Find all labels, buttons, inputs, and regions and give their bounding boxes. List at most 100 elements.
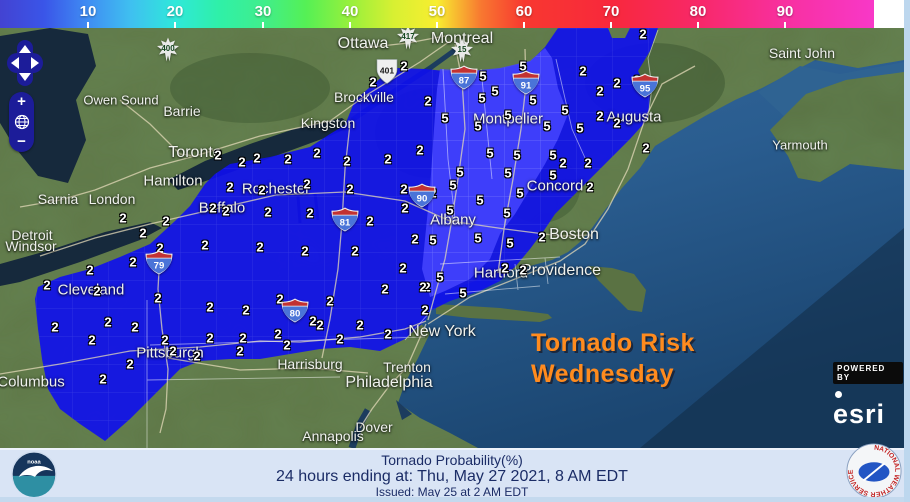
probability-value-label: 2 (222, 203, 230, 219)
footer-issued-time: Issued: May 25 at 2 AM EDT (375, 485, 529, 499)
city-label-albany: Albany (430, 211, 476, 229)
city-label-harrisburg: Harrisburg (277, 356, 343, 372)
city-label-owen-sound: Owen Sound (83, 92, 159, 108)
probability-value-label: 5 (549, 167, 557, 183)
probability-value-label: 5 (506, 235, 514, 251)
city-label-montpelier: Montpelier (472, 110, 544, 128)
highway-shield-401: 401 (375, 59, 399, 90)
colorbar-tick-30: 30 (254, 3, 272, 20)
pan-down-icon (19, 73, 31, 81)
city-label-sarnia: Sarnia (37, 191, 79, 207)
noaa-logo: noaa (11, 451, 57, 502)
colorbar-tickmark (349, 22, 351, 28)
probability-value-label: 2 (206, 330, 214, 346)
probability-value-label: 2 (86, 262, 94, 278)
probability-value-label: 2 (201, 237, 209, 253)
probability-value-label: 2 (313, 145, 321, 161)
pan-control[interactable] (5, 39, 45, 87)
svg-text:400: 400 (161, 44, 175, 53)
city-label-buffalo: Buffalo (198, 199, 246, 217)
probability-value-label: 2 (303, 176, 311, 192)
probability-value-label: 5 (516, 185, 524, 201)
probability-value-label: 2 (501, 260, 509, 276)
colorbar-tick-40: 40 (341, 3, 359, 20)
city-label-saint-john: Saint John (768, 45, 836, 61)
highway-shield-417: 417 (395, 28, 421, 56)
pan-right-icon (31, 57, 39, 69)
esri-attribution: POWERED BY esri (833, 362, 903, 428)
zoom-in-button[interactable]: + (17, 93, 26, 110)
probability-value-label: 2 (43, 277, 51, 293)
highway-shield-90: 90 (407, 183, 438, 214)
probability-value-label: 2 (306, 205, 314, 221)
city-label-kingston: Kingston (300, 115, 356, 131)
city-label-toronto: Toronto (168, 144, 222, 161)
colorbar-tickmark (436, 22, 438, 28)
probability-value-label: 5 (436, 269, 444, 285)
right-window-border (904, 0, 910, 502)
probability-value-label: 2 (642, 140, 650, 156)
probability-value-label: 2 (519, 262, 527, 278)
probability-value-label: 2 (131, 319, 139, 335)
colorbar-tickmark (697, 22, 699, 28)
colorbar-tick-20: 20 (166, 3, 184, 20)
probability-value-label: 5 (513, 147, 521, 163)
probability-value-label: 5 (491, 83, 499, 99)
esri-globe-dot-icon (835, 391, 842, 398)
probability-value-label: 2 (253, 150, 261, 166)
probability-value-label: 2 (538, 229, 546, 245)
highway-shield-95: 95 (630, 73, 661, 104)
colorbar-tick-70: 70 (602, 3, 620, 20)
highway-shield-79: 79 (144, 250, 175, 281)
globe-icon[interactable] (14, 114, 30, 130)
probability-value-label: 2 (162, 213, 170, 229)
probability-value-label: 5 (504, 165, 512, 181)
svg-text:417: 417 (401, 32, 415, 41)
map-labels-layer: OttawaMontrealOwen SoundBarrieTorontoHam… (0, 28, 904, 448)
probability-value-label: 2 (139, 225, 147, 241)
probability-value-label: 2 (119, 210, 127, 226)
probability-value-label: 5 (549, 147, 557, 163)
colorbar-tickmark (523, 22, 525, 28)
risk-title-line2: Wednesday (531, 360, 674, 388)
city-label-barrie: Barrie (163, 103, 201, 119)
city-label-dover: Dover (355, 419, 393, 435)
zoom-out-button[interactable]: − (17, 133, 26, 150)
probability-value-label: 5 (446, 202, 454, 218)
colorbar-tickmark (262, 22, 264, 28)
city-label-philadelphia: Philadelphia (345, 374, 433, 391)
svg-text:87: 87 (459, 75, 470, 86)
map-canvas[interactable]: OttawaMontrealOwen SoundBarrieTorontoHam… (0, 28, 904, 448)
probability-value-label: 2 (161, 332, 169, 348)
probability-value-label: 5 (474, 118, 482, 134)
svg-text:15: 15 (458, 45, 467, 54)
city-label-pittsburgh: Pittsburgh (136, 344, 204, 362)
probability-value-label: 2 (326, 293, 334, 309)
svg-text:81: 81 (340, 217, 351, 228)
city-label-yarmouth: Yarmouth (772, 137, 828, 153)
probability-value-label: 2 (384, 326, 392, 342)
probability-value-label: 2 (258, 182, 266, 198)
probability-value-label: 5 (476, 192, 484, 208)
probability-value-label: 2 (104, 314, 112, 330)
probability-colorbar: 10 20 30 40 50 60 70 80 90 (0, 0, 874, 29)
probability-value-label: 2 (126, 356, 134, 372)
probability-value-label: 2 (214, 147, 222, 163)
city-label-hartford: Hartford (473, 264, 529, 282)
probability-value-label: 2 (424, 93, 432, 109)
city-label-columbus: Columbus (0, 373, 65, 391)
probability-value-label: 2 (274, 326, 282, 342)
probability-value-label: 2 (419, 279, 427, 295)
city-label-rochester: Rochester (241, 180, 311, 198)
svg-text:90: 90 (417, 193, 428, 204)
probability-value-label: 2 (579, 63, 587, 79)
probability-value-label: 2 (93, 283, 101, 299)
probability-value-label: 2 (193, 348, 201, 364)
colorbar-tick-60: 60 (515, 3, 533, 20)
probability-value-label: 2 (584, 155, 592, 171)
probability-value-label: 2 (366, 213, 374, 229)
colorbar-tick-50: 50 (428, 3, 446, 20)
colorbar-tick-10: 10 (79, 3, 97, 20)
probability-value-label: 2 (51, 319, 59, 335)
